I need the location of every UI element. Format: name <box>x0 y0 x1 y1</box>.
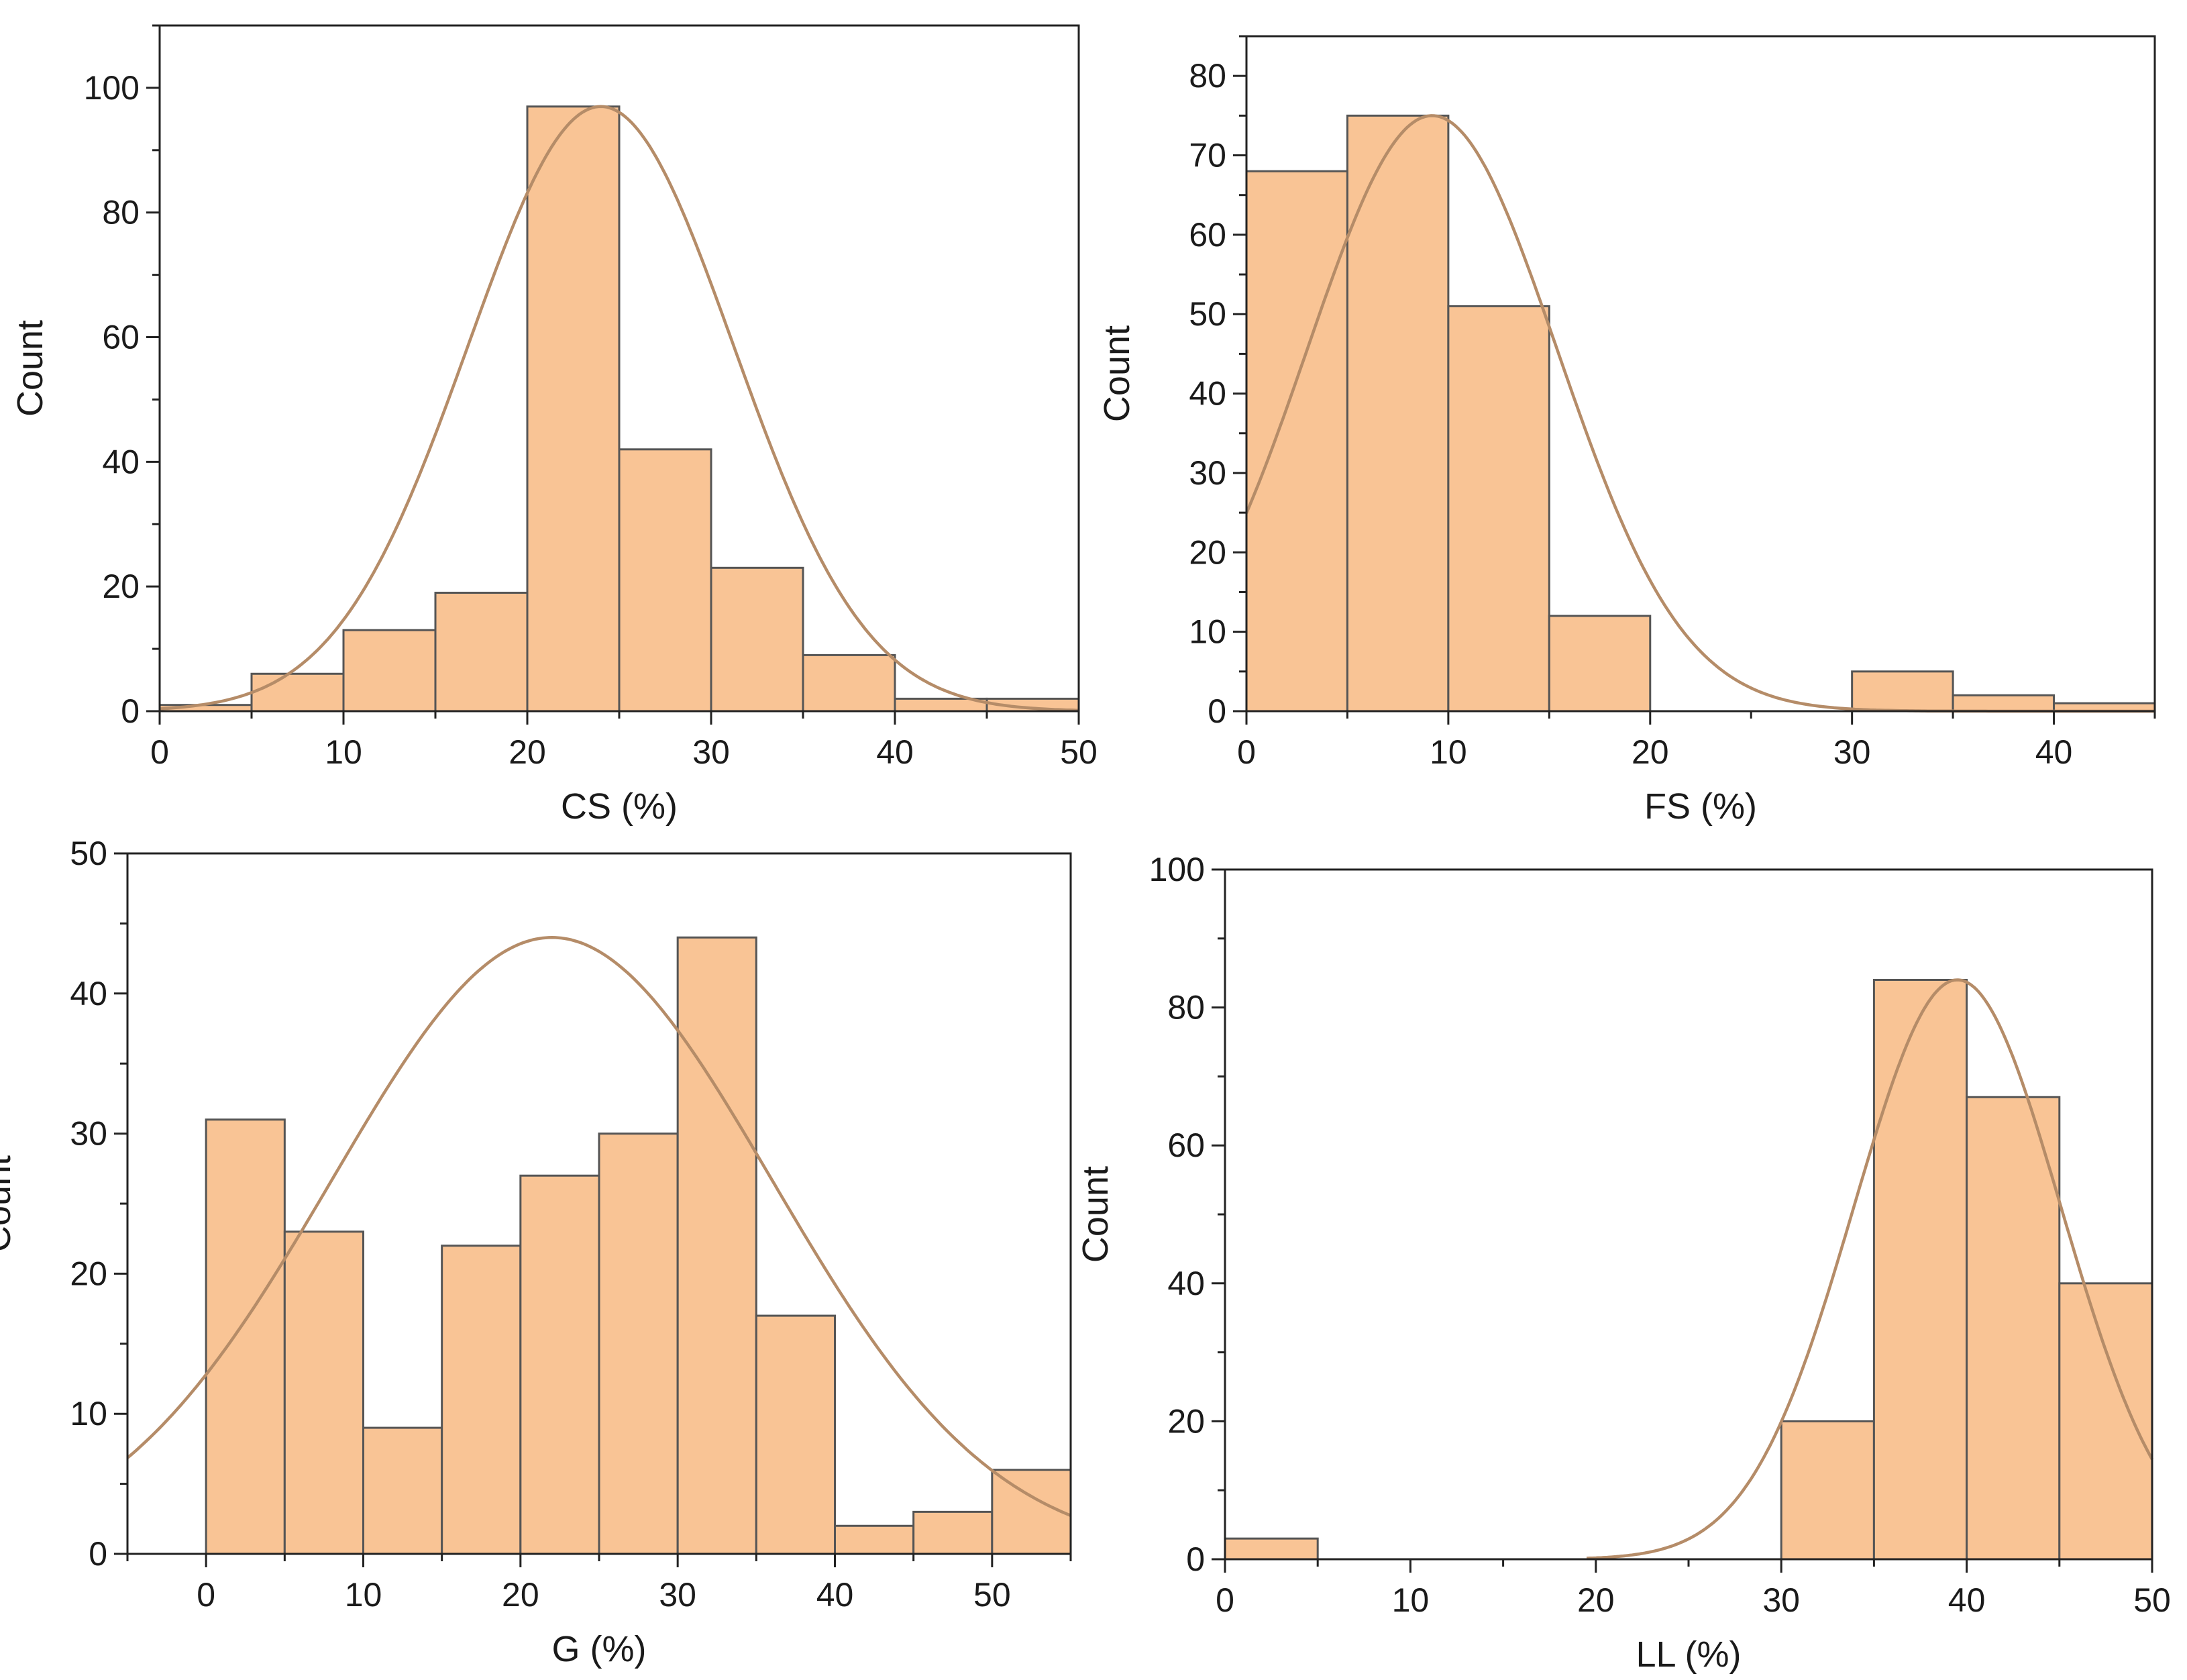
histogram-bar <box>912 1510 994 1555</box>
histogram-bar <box>250 672 345 713</box>
histogram-bar <box>802 653 896 713</box>
y-tick-label: 0 <box>1186 1540 1205 1578</box>
x-tick-label: 40 <box>876 733 914 771</box>
y-tick-label: 70 <box>1189 137 1226 174</box>
histogram-bar <box>1966 1096 2061 1561</box>
histogram-bar <box>710 566 804 713</box>
x-tick-label: 20 <box>1577 1581 1615 1619</box>
y-tick-label: 80 <box>1189 57 1226 95</box>
histogram-bar <box>1346 114 1450 713</box>
normal-fit-curve <box>1586 978 2153 1560</box>
y-tick-label: 30 <box>70 1115 107 1153</box>
x-tick-label: 30 <box>659 1576 696 1614</box>
histogram-bar <box>1952 694 2056 713</box>
y-tick-label: 50 <box>70 835 107 872</box>
y-tick-label: 80 <box>1167 989 1205 1027</box>
y-tick-label: 100 <box>84 69 140 107</box>
y-tick-label: 0 <box>121 692 140 730</box>
histogram-bar <box>1447 305 1550 713</box>
y-tick-label: 10 <box>1189 613 1226 651</box>
x-axis-label: CS (%) <box>561 786 678 827</box>
normal-fit-curve <box>126 936 1071 1517</box>
chart-fs: 0 10 20 30 40 0 10 20 30 40 50 60 70 80 FS (%) Count <box>1097 35 2156 827</box>
histogram-bar <box>1851 670 1954 713</box>
histogram-bar <box>991 1469 1072 1555</box>
x-tick-label: 0 <box>150 733 169 771</box>
histogram-bar <box>434 591 529 713</box>
x-axis-label: LL (%) <box>1636 1634 1741 1675</box>
x-tick-label: 50 <box>1060 733 1098 771</box>
histogram-bar <box>205 1118 286 1555</box>
plot-frame <box>1245 35 2156 713</box>
y-tick-label: 40 <box>1189 375 1226 413</box>
chart-g: 0 10 20 30 40 50 0 10 20 30 40 50 G (%) Count <box>0 835 1072 1669</box>
y-tick-label: 20 <box>102 568 140 605</box>
y-tick-label: 50 <box>1189 295 1226 333</box>
histogram-bar <box>1872 978 1968 1561</box>
x-tick-label: 30 <box>692 733 730 771</box>
x-tick-label: 30 <box>1833 733 1871 771</box>
y-tick-label: 20 <box>1167 1402 1205 1440</box>
histogram-bar <box>598 1133 679 1555</box>
x-tick-label: 10 <box>1430 733 1467 771</box>
x-axis-label: G (%) <box>552 1629 647 1669</box>
x-tick-label: 30 <box>1762 1581 1800 1619</box>
histogram-bar <box>519 1174 600 1555</box>
y-tick-label: 40 <box>102 443 140 480</box>
x-tick-label: 0 <box>197 1576 215 1614</box>
chart-cs: 0 10 20 30 40 50 0 20 40 60 80 100 CS (%) Count <box>10 24 1098 827</box>
x-tick-label: 50 <box>2133 1581 2171 1619</box>
histogram-bar <box>1245 170 1348 713</box>
x-tick-label: 10 <box>345 1576 382 1614</box>
histogram-bar <box>526 105 621 713</box>
y-tick-label: 80 <box>102 194 140 231</box>
histogram-bar <box>1780 1420 1875 1561</box>
y-tick-label: 0 <box>1208 692 1226 730</box>
histogram-bar <box>755 1314 837 1555</box>
histogram-bar <box>676 936 757 1555</box>
histogram-bar <box>834 1524 915 1555</box>
x-axis-label: FS (%) <box>1644 786 1757 827</box>
y-axis-label: Count <box>0 1155 18 1252</box>
histogram-bar <box>618 448 712 713</box>
y-tick-label: 20 <box>70 1255 107 1292</box>
histogram-bar <box>441 1245 522 1555</box>
y-tick-label: 60 <box>102 319 140 356</box>
y-tick-label: 60 <box>1189 216 1226 254</box>
histogram-bar <box>342 629 437 713</box>
x-tick-label: 20 <box>502 1576 539 1614</box>
y-axis-label: Count <box>1075 1166 1116 1263</box>
y-tick-label: 20 <box>1189 533 1226 571</box>
chart-ll: 0 10 20 30 40 50 0 20 40 60 80 100 LL (%) Count <box>1075 851 2171 1675</box>
y-axis-label: Count <box>10 320 50 417</box>
y-axis-label: Count <box>1097 325 1137 422</box>
normal-fit-curve <box>159 105 1079 712</box>
histogram-bar <box>1224 1537 1319 1561</box>
x-tick-label: 40 <box>2035 733 2073 771</box>
x-tick-label: 50 <box>973 1576 1011 1614</box>
y-tick-label: 40 <box>70 975 107 1012</box>
histogram-bar <box>2058 1282 2153 1561</box>
x-tick-label: 0 <box>1216 1581 1234 1619</box>
x-tick-label: 0 <box>1237 733 1256 771</box>
x-tick-label: 40 <box>816 1576 854 1614</box>
x-tick-label: 20 <box>509 733 546 771</box>
y-tick-label: 10 <box>70 1395 107 1432</box>
y-tick-label: 100 <box>1149 851 1205 888</box>
x-tick-label: 40 <box>1948 1581 1986 1619</box>
histogram-bar <box>283 1230 365 1555</box>
x-tick-label: 10 <box>1392 1581 1430 1619</box>
y-tick-label: 30 <box>1189 454 1226 492</box>
y-tick-label: 60 <box>1167 1126 1205 1164</box>
histogram-bar <box>1548 615 1652 713</box>
y-tick-label: 0 <box>89 1535 107 1573</box>
x-tick-label: 20 <box>1632 733 1669 771</box>
x-tick-label: 10 <box>325 733 362 771</box>
y-tick-label: 40 <box>1167 1265 1205 1302</box>
histogram-bar <box>362 1426 443 1555</box>
